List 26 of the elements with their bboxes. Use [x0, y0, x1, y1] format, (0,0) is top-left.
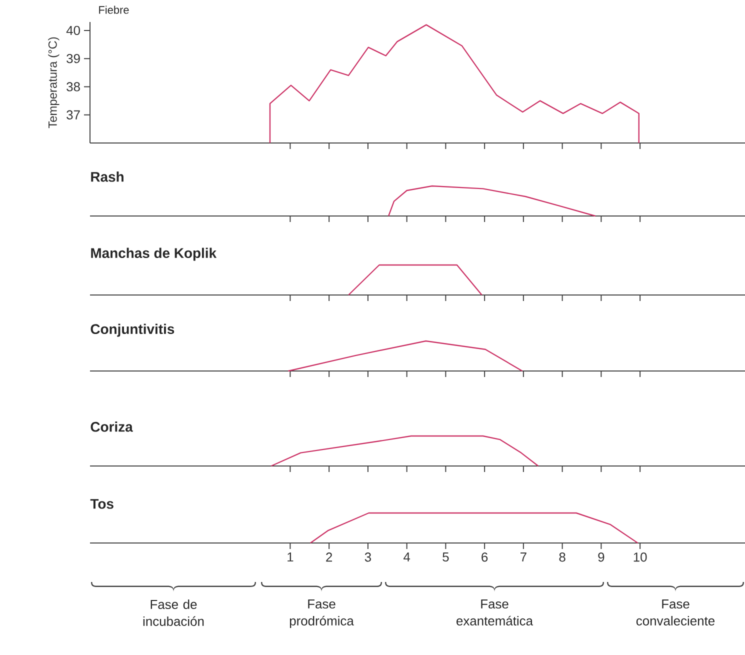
chart-title: Fiebre	[99, 6, 129, 14]
x-tick-label: 2	[326, 552, 332, 562]
y-tick-label: 38	[66, 82, 80, 92]
x-tick-label: 6	[482, 552, 488, 562]
chart-title: Tos	[90, 499, 114, 509]
y-tick-label: 40	[66, 26, 80, 36]
x-tick-label: 9	[598, 552, 604, 562]
text: Fase convaleciente	[636, 600, 715, 626]
text: Fase de incubación	[143, 600, 204, 626]
chart-title: Manchas de Koplik	[91, 248, 217, 261]
chart-title: Rash	[91, 172, 124, 182]
x-tick-label: 4	[404, 552, 410, 562]
text: Fase exantemática	[456, 600, 534, 626]
line-series	[269, 24, 640, 144]
y-tick-label: 37	[66, 110, 80, 120]
y-tick-label: 39	[66, 54, 80, 64]
x-tick-label: 8	[559, 552, 566, 562]
chart-title: Coriza	[90, 422, 133, 432]
x-tick-label: 10	[634, 552, 647, 562]
y-axis-title: Temperatura (°C)	[48, 37, 60, 128]
x-tick-label: 1	[288, 552, 294, 562]
text: Fase prodrómica	[290, 600, 354, 628]
x-tick-label: 7	[520, 552, 526, 562]
x-tick-label: 5	[442, 552, 449, 562]
chart-title: Conjuntivitis	[90, 324, 174, 337]
x-tick-label: 3	[364, 552, 371, 562]
